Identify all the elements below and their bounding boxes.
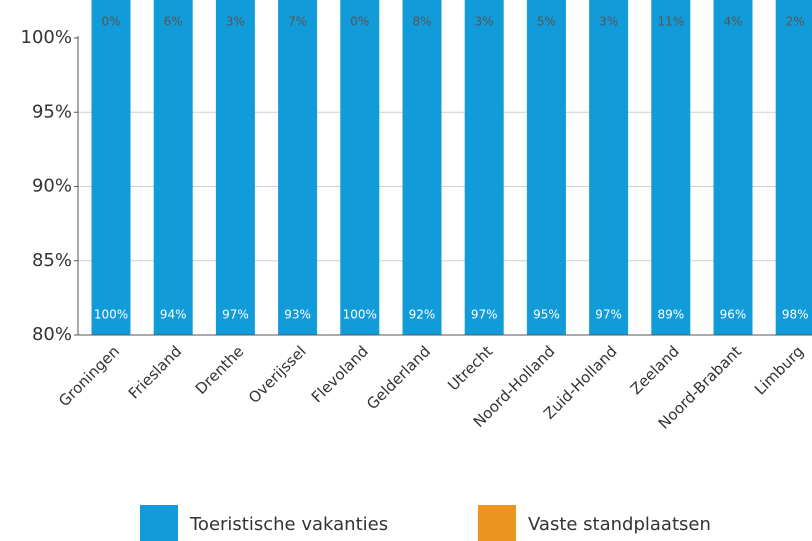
x-tick-label: Groningen <box>55 342 123 410</box>
legend-label: Vaste standplaatsen <box>528 514 711 535</box>
bar-segment <box>278 0 318 335</box>
value-label: 92% <box>409 308 436 322</box>
bar-segment <box>464 0 504 335</box>
value-label: 98% <box>782 308 809 322</box>
x-tick-label: Gelderland <box>363 342 434 413</box>
x-tick-label: Limburg <box>751 342 807 398</box>
value-label: 93% <box>284 308 311 322</box>
x-tick-label: Overijssel <box>245 342 310 407</box>
x-tick-label: Utrecht <box>444 342 496 394</box>
value-label: 100% <box>343 308 377 322</box>
value-label: 8% <box>412 15 431 29</box>
bar-segment <box>153 0 193 335</box>
value-label: 11% <box>657 15 684 29</box>
bar-segment <box>91 0 131 335</box>
legend-swatch <box>140 505 178 541</box>
value-label: 95% <box>533 308 560 322</box>
y-tick-label: 90% <box>32 176 72 197</box>
x-tick-label: Zeeland <box>627 342 683 398</box>
legend-label: Toeristische vakanties <box>189 514 388 535</box>
bar-segment <box>589 0 629 335</box>
value-label: 4% <box>723 15 742 29</box>
value-label: 94% <box>160 308 187 322</box>
x-tick-label: Friesland <box>125 342 185 402</box>
x-tick-label: Flevoland <box>308 342 372 406</box>
bar-segment <box>526 0 566 335</box>
value-label: 3% <box>226 15 245 29</box>
x-tick-label: Drenthe <box>192 342 248 398</box>
value-label: 7% <box>288 15 307 29</box>
legend-swatch <box>478 505 516 541</box>
y-tick-label: 100% <box>21 27 72 48</box>
value-label: 3% <box>599 15 618 29</box>
value-label: 3% <box>475 15 494 29</box>
bar-segment <box>713 0 753 335</box>
value-label: 2% <box>786 15 805 29</box>
bar-segment <box>215 0 255 335</box>
y-tick-label: 80% <box>32 324 72 345</box>
bar-segment <box>775 0 812 335</box>
value-label: 97% <box>222 308 249 322</box>
value-label: 0% <box>350 15 369 29</box>
value-label: 6% <box>164 15 183 29</box>
y-tick-label: 95% <box>32 101 72 122</box>
bar-segment <box>402 0 442 335</box>
value-label: 100% <box>94 308 128 322</box>
y-tick-label: 85% <box>32 250 72 271</box>
value-label: 0% <box>101 15 120 29</box>
bar-segment <box>340 0 380 335</box>
value-label: 5% <box>537 15 556 29</box>
bar-segment <box>651 0 691 335</box>
value-label: 97% <box>595 308 622 322</box>
value-label: 97% <box>471 308 498 322</box>
value-label: 96% <box>720 308 747 322</box>
value-label: 89% <box>657 308 684 322</box>
